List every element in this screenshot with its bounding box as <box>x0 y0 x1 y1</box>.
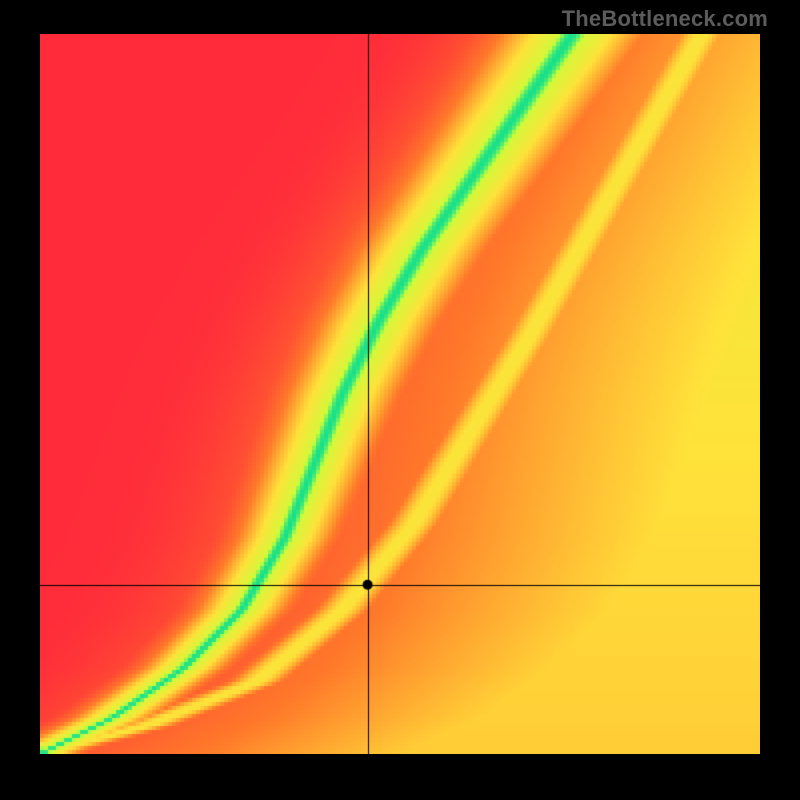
bottleneck-heatmap <box>40 34 760 754</box>
watermark-label: TheBottleneck.com <box>562 6 768 32</box>
